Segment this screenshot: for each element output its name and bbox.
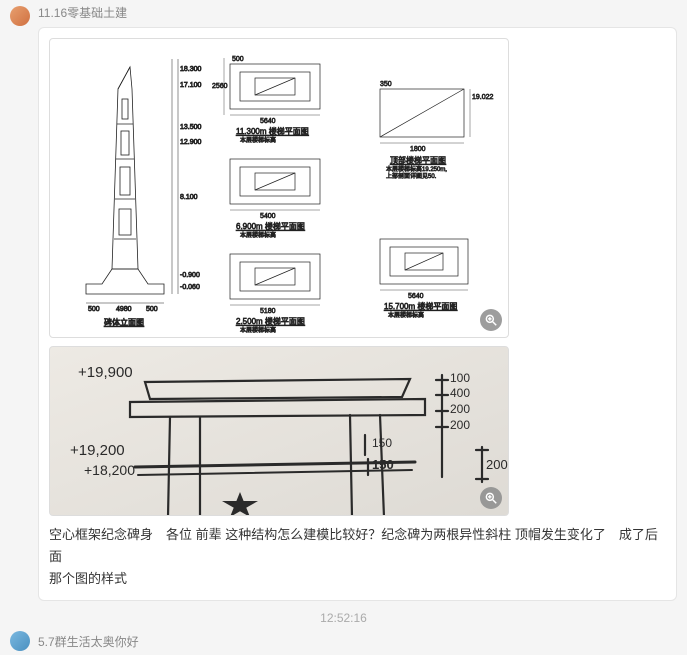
- sketch-dim: 100: [450, 371, 470, 385]
- dim-text: 17.100: [180, 82, 202, 89]
- zoom-icon[interactable]: [480, 487, 502, 509]
- cad-sub: 本层楼梯标高: [388, 311, 424, 319]
- dim-text: 5180: [260, 308, 276, 315]
- attached-image-cad[interactable]: 18.300 17.100 13.500 12.900 8.100 -0.900…: [49, 38, 509, 338]
- dim-text: -0.900: [180, 272, 200, 279]
- sketch-dim: 400: [450, 386, 470, 400]
- sketch-elev: +19,200: [70, 442, 125, 459]
- cad-title: 6.900m 楼梯平面图: [236, 221, 305, 231]
- text-line: 空心框架纪念碑身 各位 前辈 这种结构怎么建模比较好？纪念碑为两根异性斜柱 顶帽…: [49, 527, 658, 564]
- message-bubble: 18.300 17.100 13.500 12.900 8.100 -0.900…: [38, 27, 677, 601]
- dim-text: 500: [88, 306, 100, 313]
- cad-title: 碑体立面图: [104, 317, 144, 327]
- sketch-dim: 200: [486, 457, 508, 472]
- cad-sub: 本层楼梯标高: [240, 136, 276, 144]
- message-header: 11.16零基础土建: [10, 4, 677, 27]
- avatar[interactable]: [10, 6, 30, 26]
- dim-text: 500: [232, 56, 244, 63]
- sketch-dim: 150: [372, 457, 394, 472]
- dim-text: 5400: [260, 213, 276, 220]
- dim-text: 8.100: [180, 194, 198, 201]
- timestamp: 12:52:16: [10, 611, 677, 625]
- dim-text: 13.500: [180, 124, 202, 131]
- sketch-dim: 200: [450, 418, 470, 432]
- dim-text: 18.300: [180, 66, 202, 73]
- text-line: 那个图的样式: [49, 571, 127, 586]
- sender-name: 11.16零基础土建: [38, 4, 127, 21]
- dim-text: 500: [146, 306, 158, 313]
- cad-title: 2.500m 楼梯平面图: [236, 316, 305, 326]
- cad-sub: 上部剖面详图见50.: [386, 172, 437, 180]
- dim-text: 1800: [410, 146, 426, 153]
- chat-container: 11.16零基础土建 18.300 17.100 13.500 12.900 8…: [0, 0, 687, 655]
- sketch-elev: +18,200: [84, 462, 135, 478]
- dim-text: -0.060: [180, 284, 200, 291]
- avatar[interactable]: [10, 631, 30, 651]
- sketch-dim: 200: [450, 402, 470, 416]
- dim-text: 2560: [212, 83, 228, 90]
- dim-text: 5640: [408, 293, 424, 300]
- zoom-icon[interactable]: [480, 309, 502, 331]
- message-text: 空心框架纪念碑身 各位 前辈 这种结构怎么建模比较好？纪念碑为两根异性斜柱 顶帽…: [49, 524, 666, 590]
- dim-text: 350: [380, 81, 392, 88]
- cad-title: 15.700m 楼梯平面图: [384, 301, 457, 311]
- cad-sub: 本层楼梯标高: [240, 231, 276, 239]
- next-message-header: 5.7群生活太奥你好: [10, 631, 677, 651]
- dim-text: 19.022: [472, 94, 494, 101]
- sketch-dim: 150: [372, 436, 392, 450]
- attached-image-sketch[interactable]: +19,900 +19,200 +18,200 100 400 200 200 …: [49, 346, 509, 516]
- dim-text: 4980: [116, 306, 132, 313]
- dim-text: 12.900: [180, 139, 202, 146]
- cad-sub: 本层楼梯标高: [240, 326, 276, 334]
- dim-text: 5640: [260, 118, 276, 125]
- cad-sub: 本层楼梯标高19.250m,: [386, 165, 447, 173]
- cad-title: 顶部楼梯平面图: [390, 155, 446, 165]
- sketch-elev: +19,900: [78, 364, 133, 381]
- sender-name: 5.7群生活太奥你好: [38, 633, 139, 650]
- cad-title: 11.300m 楼梯平面图: [236, 126, 309, 136]
